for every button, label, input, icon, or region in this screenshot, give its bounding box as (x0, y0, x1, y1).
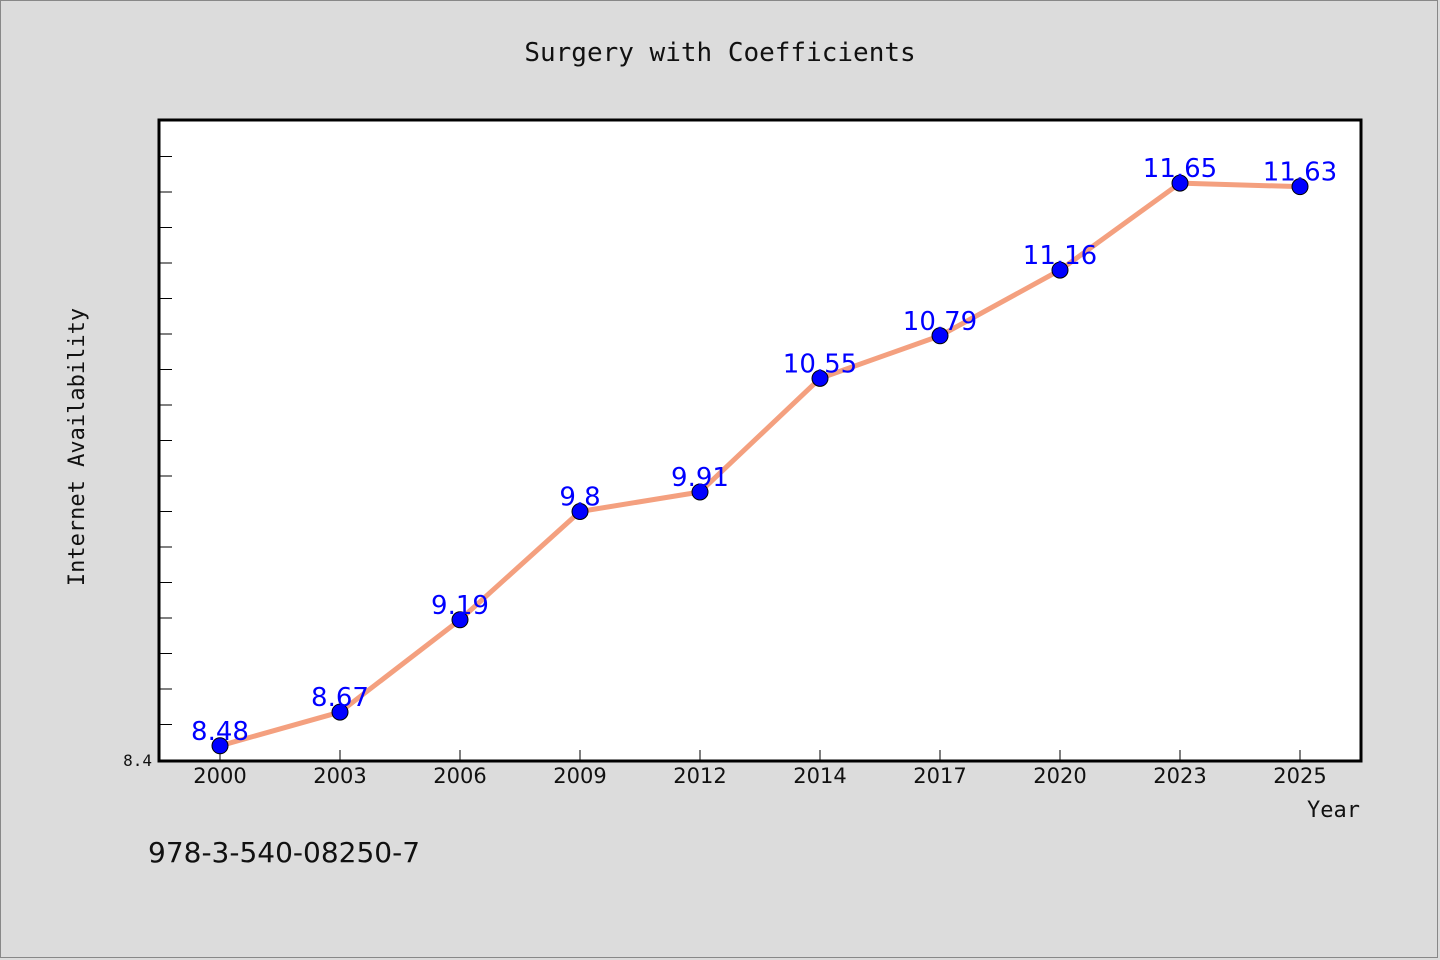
x-axis-tick-labels: 2000 2003 2006 2009 2012 2014 2017 2020 2023 2025 (193, 764, 1326, 788)
x-tick-label: 2006 (433, 764, 486, 788)
data-label: 8.67 (311, 683, 369, 713)
y-axis-tick-labels: 8.4 (123, 751, 152, 770)
data-label: 11.65 (1143, 154, 1217, 184)
data-point (211, 737, 229, 755)
x-tick-label: 2012 (673, 764, 726, 788)
x-tick-label: 2014 (793, 764, 846, 788)
y-axis-label: Internet Availability (65, 308, 90, 586)
plot-area (157, 118, 1363, 763)
data-label: 10.79 (903, 307, 977, 337)
chart-title: Surgery with Coefficients (524, 38, 915, 68)
series-line (217, 180, 1303, 749)
data-point (331, 703, 349, 721)
x-axis-label: Year (1307, 798, 1360, 823)
data-markers (211, 174, 1309, 755)
x-tick-label: 2023 (1153, 764, 1206, 788)
data-point (571, 503, 589, 520)
x-tick-label: 2003 (313, 764, 366, 788)
data-point (1051, 261, 1069, 279)
x-tick-label: 2000 (193, 764, 246, 788)
x-tick-label: 2017 (913, 764, 966, 788)
data-label: 11.16 (1023, 241, 1097, 271)
isbn-text: 978-3-540-08250-7 (148, 836, 420, 869)
y-axis-ticks (160, 156, 172, 725)
data-point (1171, 174, 1189, 192)
data-label: 10.55 (783, 349, 857, 379)
data-label: 9.91 (671, 463, 729, 493)
data-labels: 8.48 8.67 9.19 9.8 9.91 10.55 10.79 11.16 11.65 1… (191, 154, 1337, 747)
y-tick-label: 8.4 (123, 751, 152, 770)
data-label: 8.48 (191, 717, 249, 747)
data-point (691, 483, 709, 501)
x-tick-label: 2020 (1033, 764, 1086, 788)
data-point (1291, 178, 1309, 196)
data-label: 9.19 (431, 591, 489, 621)
data-label: 9.8 (559, 483, 600, 513)
x-tick-label: 2009 (553, 764, 606, 788)
data-point (451, 611, 469, 629)
data-point (811, 369, 829, 387)
data-point (931, 327, 949, 345)
x-tick-label: 2025 (1273, 764, 1326, 788)
data-label: 11.63 (1263, 158, 1337, 188)
